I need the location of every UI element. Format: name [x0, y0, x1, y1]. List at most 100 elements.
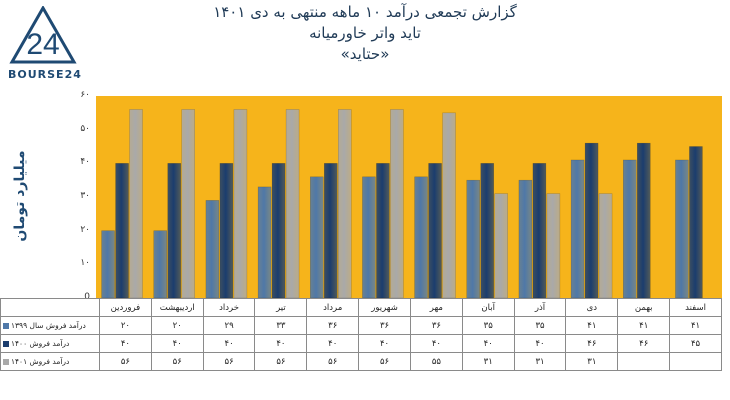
bar-2-11 [637, 142, 651, 299]
plot-area [96, 96, 722, 298]
data-label: ۳۶ [409, 316, 463, 335]
chart-title-block: گزارش تجمعی درآمد ۱۰ ماهه منتهی به دی ۱۴… [140, 2, 590, 65]
data-label: ۳۳ [254, 316, 308, 335]
category-label: خرداد [202, 298, 256, 317]
data-label: ۴۰ [150, 334, 204, 353]
category-label: آذر [513, 298, 567, 317]
data-label: ۵۶ [202, 352, 256, 371]
bar-2-4 [271, 163, 286, 299]
category-label: آبان [461, 298, 515, 317]
bar-3-9 [546, 193, 561, 299]
data-label: ۴۰ [513, 334, 567, 353]
bar-3-5 [338, 109, 352, 299]
category-label: تیر [254, 298, 308, 317]
bar-1-5 [310, 176, 324, 299]
chart-symbol: «حتاید» [340, 45, 390, 63]
data-label: ۴۶ [565, 334, 619, 353]
y-tick-label: ۶۰ [80, 90, 90, 100]
data-label: ۴۰ [254, 334, 308, 353]
series-legend: درآمد فروش ۱۴۰۱ [0, 352, 100, 371]
category-label: شهریور [358, 298, 411, 317]
category-label: مهر [409, 298, 463, 317]
y-tick-label: ۵۰ [80, 123, 90, 134]
bar-2-1 [115, 163, 129, 299]
y-tick-label: ۳۰ [80, 191, 90, 201]
data-label: ۲۰ [99, 316, 152, 335]
bar-2-6 [376, 163, 390, 299]
bar-2-9 [532, 163, 547, 299]
bar-3-1 [129, 109, 143, 299]
bar-2-10 [584, 142, 599, 299]
series-name: درآمد فروش ۱۴۰۱ [11, 357, 70, 366]
chart-subtitle: تاید واتر خاورمیانه [309, 24, 421, 42]
data-label: ۴۰ [461, 334, 515, 353]
bar-2-5 [324, 163, 338, 299]
data-label: ۴۱ [617, 316, 671, 335]
data-label: ۴۵ [669, 334, 722, 353]
bar-1-9 [518, 179, 533, 299]
bar-2-7 [428, 163, 442, 299]
data-table: فروردین اردیبهشت خرداد تیر مرداد شهریور مهر آبا… [0, 298, 722, 371]
data-label: ۴۰ [202, 334, 256, 353]
bar-1-11 [623, 159, 637, 299]
bourse24-logo: 24 BOURSE24 [6, 6, 82, 82]
series-legend: درآمد فروش ۱۴۰۰ [0, 334, 100, 353]
data-label: ۵۵ [409, 352, 463, 371]
data-label: ۳۶ [306, 316, 360, 335]
bar-1-8 [466, 179, 480, 299]
bar-2-8 [480, 163, 494, 299]
logo-mark-icon: 24 [9, 6, 77, 64]
category-label: دی [565, 298, 619, 317]
svg-text:24: 24 [26, 28, 59, 61]
bar-3-4 [285, 109, 300, 299]
category-label: فروردین [99, 298, 152, 317]
legend-swatch [3, 359, 9, 365]
data-label: ۵۶ [358, 352, 411, 371]
data-label: ۴۰ [99, 334, 152, 353]
bar-1-4 [257, 186, 272, 299]
y-tick-label: ۲۰ [80, 224, 90, 235]
logo-text: BOURSE24 [8, 68, 82, 81]
legend-swatch [3, 323, 9, 329]
category-label: مرداد [306, 298, 360, 317]
data-label: ۳۵ [513, 316, 567, 335]
series-legend: درآمد فروش سال ۱۳۹۹ [0, 316, 100, 335]
bar-3-8 [494, 193, 508, 299]
data-label: ۵۶ [150, 352, 204, 371]
data-label: ۳۱ [461, 352, 515, 371]
data-label: ۵۶ [99, 352, 152, 371]
bar-3-7 [442, 112, 456, 299]
y-tick-label: 0 [84, 292, 90, 302]
data-label: ۵۶ [306, 352, 360, 371]
data-label: ۴۰ [306, 334, 360, 353]
bar-1-3 [205, 200, 220, 299]
bar-3-10 [598, 193, 613, 299]
data-label: ۳۱ [565, 352, 619, 371]
table-corner [0, 298, 100, 317]
category-label: بهمن [617, 298, 671, 317]
data-label: ۲۰ [150, 316, 204, 335]
bar-3-2 [181, 109, 195, 299]
legend-swatch [3, 341, 9, 347]
data-label: ۴۶ [617, 334, 671, 353]
data-label: ۴۰ [409, 334, 463, 353]
data-label [617, 352, 671, 371]
data-label: ۴۱ [565, 316, 619, 335]
bar-1-10 [570, 159, 585, 299]
bar-1-1 [101, 230, 115, 299]
bar-1-7 [414, 176, 428, 299]
data-label: ۴۱ [669, 316, 722, 335]
data-label: ۴۰ [358, 334, 411, 353]
chart-title: گزارش تجمعی درآمد ۱۰ ماهه منتهی به دی ۱۴… [213, 3, 517, 21]
bar-3-3 [233, 109, 248, 299]
series-name: درآمد فروش سال ۱۳۹۹ [11, 321, 86, 330]
bar-1-12 [675, 159, 689, 299]
y-tick-label: ۱۰ [80, 258, 90, 269]
bar-2-2 [167, 163, 181, 299]
category-label: اردیبهشت [150, 298, 204, 317]
bar-2-12 [689, 146, 703, 299]
y-tick-label: ۴۰ [80, 157, 90, 168]
data-label: ۳۵ [461, 316, 515, 335]
data-label: ۵۶ [254, 352, 308, 371]
